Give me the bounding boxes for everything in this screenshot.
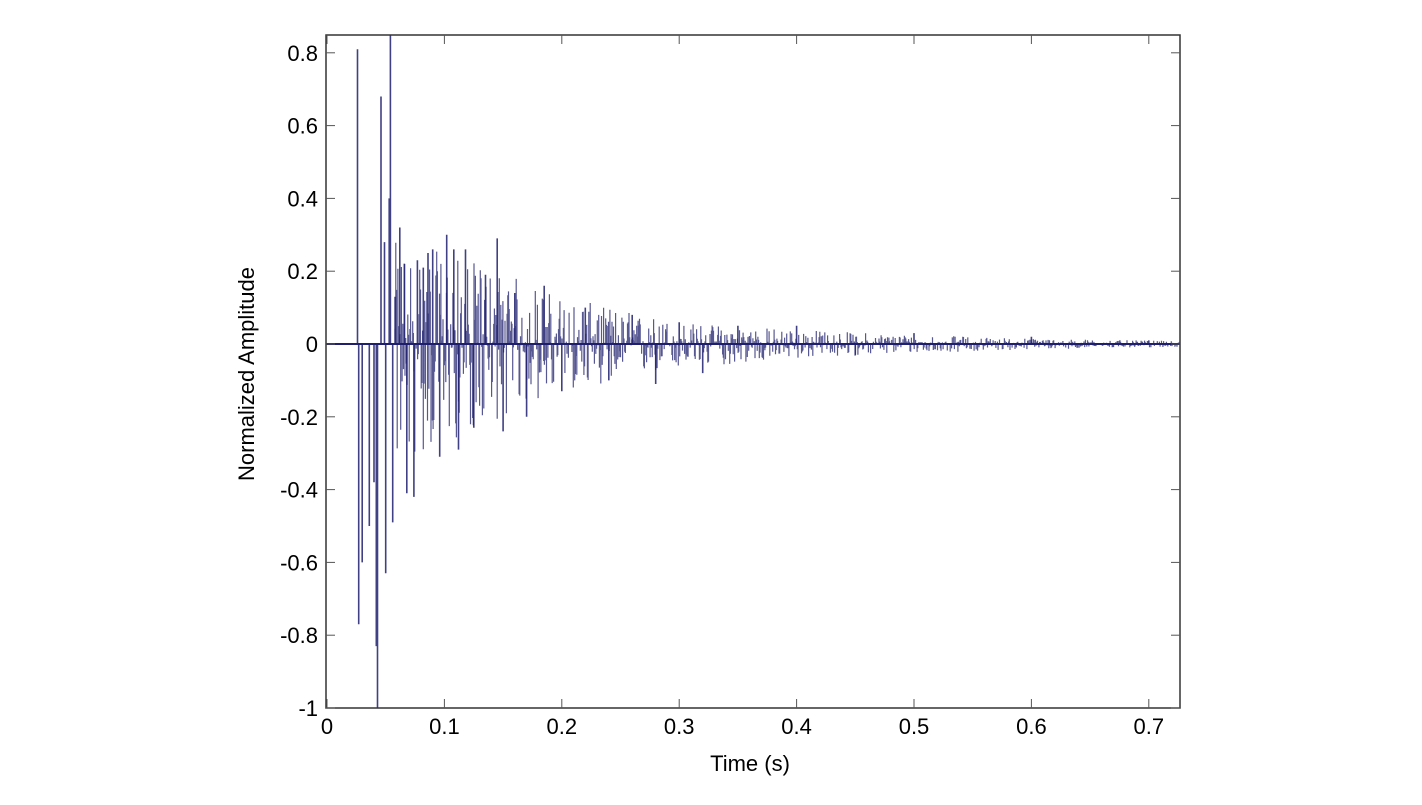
x-tick-label: 0.6 xyxy=(1016,714,1047,739)
y-axis-label: Normalized Amplitude xyxy=(234,267,259,481)
y-tick-label: -0.2 xyxy=(280,405,318,430)
x-tick-label: 0.1 xyxy=(429,714,460,739)
x-tick-label: 0.3 xyxy=(664,714,695,739)
y-tick-label: 0.6 xyxy=(287,114,318,139)
y-tick-label: -0.8 xyxy=(280,623,318,648)
y-tick-label: 0 xyxy=(306,332,318,357)
x-tick-label: 0 xyxy=(321,714,333,739)
y-tick-label: 0.2 xyxy=(287,259,318,284)
waveform-series xyxy=(326,34,1181,708)
y-tick-label: -0.6 xyxy=(280,550,318,575)
x-tick-label: 0.2 xyxy=(547,714,578,739)
x-axis-label: Time (s) xyxy=(710,751,790,776)
x-tick-label: 0.5 xyxy=(899,714,930,739)
x-tick-label: 0.7 xyxy=(1134,714,1165,739)
y-tick-label: 0.4 xyxy=(287,186,318,211)
y-tick-label: -1 xyxy=(298,696,318,721)
y-tick-label: -0.4 xyxy=(280,478,318,503)
y-axis-ticks: -1 -0.8 -0.6 -0.4 -0.2 0 0.2 0.4 0.6 0.8 xyxy=(280,41,1180,721)
y-tick-label: 0.8 xyxy=(287,41,318,66)
x-tick-label: 0.4 xyxy=(781,714,812,739)
x-axis-ticks: 0 0.1 0.2 0.3 0.4 0.5 0.6 0.7 xyxy=(321,35,1164,739)
axes-frame xyxy=(325,34,1181,709)
